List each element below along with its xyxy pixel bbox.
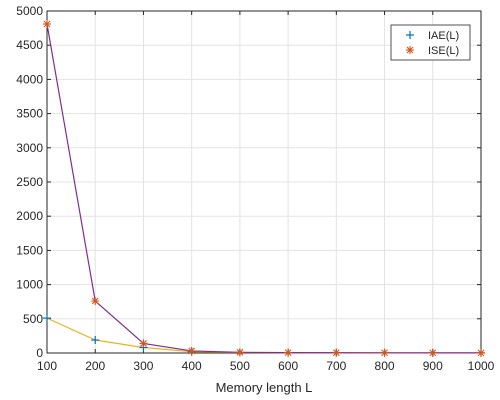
- y-tick-label: 2500: [16, 175, 43, 189]
- legend-marker-2: [406, 46, 414, 54]
- series-line-1: [46, 317, 481, 354]
- y-tick-label: 2000: [16, 209, 43, 223]
- series-2-point: [139, 339, 148, 348]
- series-2-point: [284, 348, 293, 357]
- series-2-point: [187, 346, 196, 355]
- x-tick-label: 200: [85, 359, 105, 373]
- x-tick-label: 300: [133, 359, 153, 373]
- grid: [46, 10, 482, 354]
- x-tick-label: 900: [423, 359, 443, 373]
- series-2-point: [91, 297, 100, 306]
- x-tick-label: 600: [278, 359, 298, 373]
- y-tick-label: 4500: [16, 38, 43, 52]
- y-tick-label: 3000: [16, 141, 43, 155]
- series-2-point: [43, 19, 51, 28]
- series-2-point: [477, 348, 485, 357]
- y-tick-label: 500: [23, 312, 43, 326]
- y-tick-label: 4000: [16, 72, 43, 86]
- y-tick-label: 1500: [16, 243, 43, 257]
- legend-marker-1: [406, 31, 414, 39]
- series-layer: [43, 19, 485, 357]
- legend: IAE(L) ISE(L): [390, 24, 471, 61]
- x-tick-label: 800: [375, 359, 395, 373]
- x-tick-label: 400: [182, 359, 202, 373]
- series-1-point: [91, 336, 100, 345]
- x-tick-label: 700: [326, 359, 346, 373]
- x-axis-title: Memory length L: [216, 380, 313, 395]
- y-tick-label: 0: [36, 346, 43, 360]
- series-2-point: [332, 348, 341, 357]
- y-axis: 0 500 1000 1500 2000 2500 3000 3500 4000 4500 5000: [16, 4, 481, 360]
- series-2-point: [235, 348, 244, 357]
- legend-label: ISE(L): [428, 45, 459, 57]
- series-line-2: [46, 23, 481, 354]
- x-tick-label: 1000: [468, 359, 495, 373]
- y-tick-label: 3500: [16, 107, 43, 121]
- x-tick-label: 100: [37, 359, 57, 373]
- legend-box: [390, 24, 471, 61]
- y-tick-label: 1000: [16, 278, 43, 292]
- x-tick-label: 500: [230, 359, 250, 373]
- series-2-point: [428, 348, 437, 357]
- y-tick-label: 5000: [16, 4, 43, 18]
- x-axis: 100 200 300 400 500 600 700 800 900 1000: [37, 11, 495, 373]
- series-1-point: [43, 314, 51, 323]
- series-2-point: [380, 348, 389, 357]
- legend-label: IAE(L): [428, 30, 459, 42]
